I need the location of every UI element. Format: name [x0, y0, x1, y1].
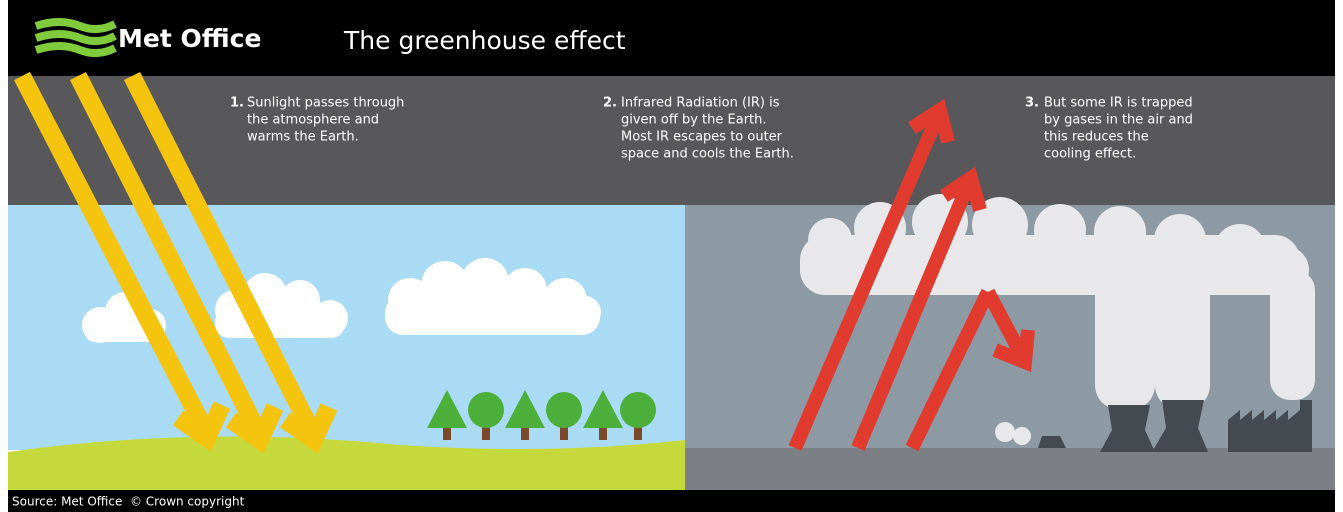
- title: The greenhouse effect: [343, 26, 626, 55]
- step-line: Sunlight passes through: [247, 96, 404, 111]
- step-line: by gases in the air and: [1044, 113, 1193, 128]
- infographic: Met Office The greenhouse effect 1. Sunl…: [0, 0, 1343, 512]
- source: Source: Met Office © Crown copyright: [12, 495, 245, 509]
- step-line: warms the Earth.: [247, 130, 359, 145]
- step-line: the atmosphere and: [247, 113, 379, 128]
- step-line: space and cools the Earth.: [621, 147, 794, 162]
- step-line: Most IR escapes to outer: [621, 130, 783, 145]
- step-number: 2.: [603, 96, 617, 111]
- step-line: this reduces the: [1044, 130, 1149, 145]
- step-number: 3.: [1025, 96, 1039, 111]
- step-line: Infrared Radiation (IR) is: [621, 96, 780, 111]
- ground: [685, 448, 1335, 490]
- logo-text: Met Office: [118, 24, 261, 53]
- step-line: cooling effect.: [1044, 147, 1136, 162]
- step-number: 1.: [230, 96, 244, 111]
- step-line: given off by the Earth.: [621, 113, 767, 128]
- page: Met Office The greenhouse effect 1. Sunl…: [0, 0, 1343, 512]
- step-line: But some IR is trapped: [1044, 96, 1193, 111]
- logo-icon: [36, 22, 115, 53]
